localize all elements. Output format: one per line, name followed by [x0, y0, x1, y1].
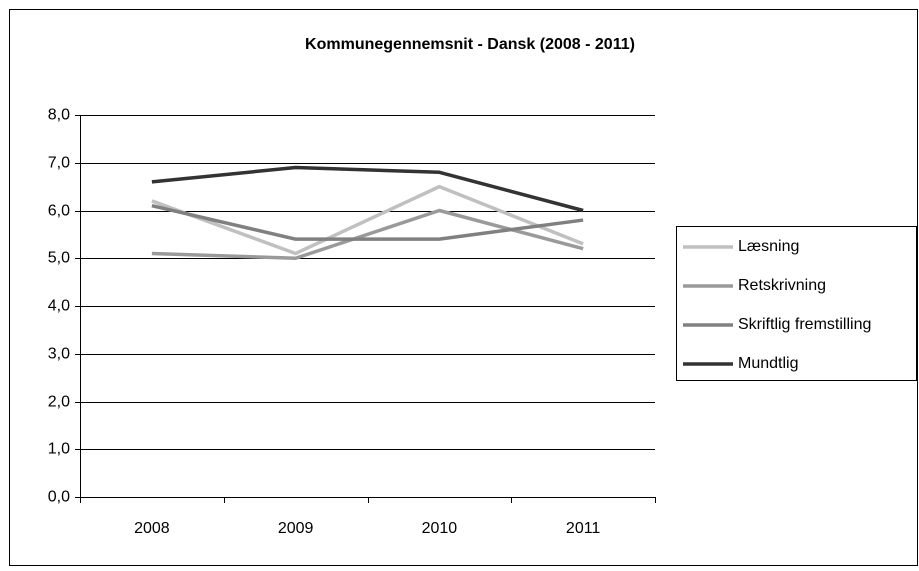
- legend-label: Retskrivning: [738, 277, 826, 294]
- x-tick-label: 2011: [566, 520, 601, 537]
- x-tick-label: 2008: [134, 520, 170, 537]
- y-tick-label: 0,0: [48, 489, 70, 506]
- legend-label: Læsning: [738, 238, 799, 255]
- legend-box: [676, 226, 917, 381]
- legend-label: Mundtlig: [738, 355, 798, 372]
- y-tick-label: 8,0: [48, 107, 70, 124]
- x-tick-label: 2009: [278, 520, 314, 537]
- y-tick-label: 4,0: [48, 298, 70, 315]
- series-line: [151, 165, 584, 213]
- series-line: [151, 204, 584, 241]
- y-tick-label: 2,0: [48, 394, 70, 411]
- y-tick-label: 7,0: [48, 155, 70, 172]
- y-tick-label: 3,0: [48, 346, 70, 363]
- legend-label: Skriftlig fremstilling: [738, 316, 871, 333]
- y-tick-label: 6,0: [48, 203, 70, 220]
- x-tick-label: 2010: [422, 520, 458, 537]
- series-line: [151, 184, 584, 256]
- chart-title: Kommunegennemsnit - Dansk (2008 - 2011): [305, 36, 635, 53]
- y-tick-label: 5,0: [48, 250, 70, 267]
- y-tick-label: 1,0: [48, 441, 70, 458]
